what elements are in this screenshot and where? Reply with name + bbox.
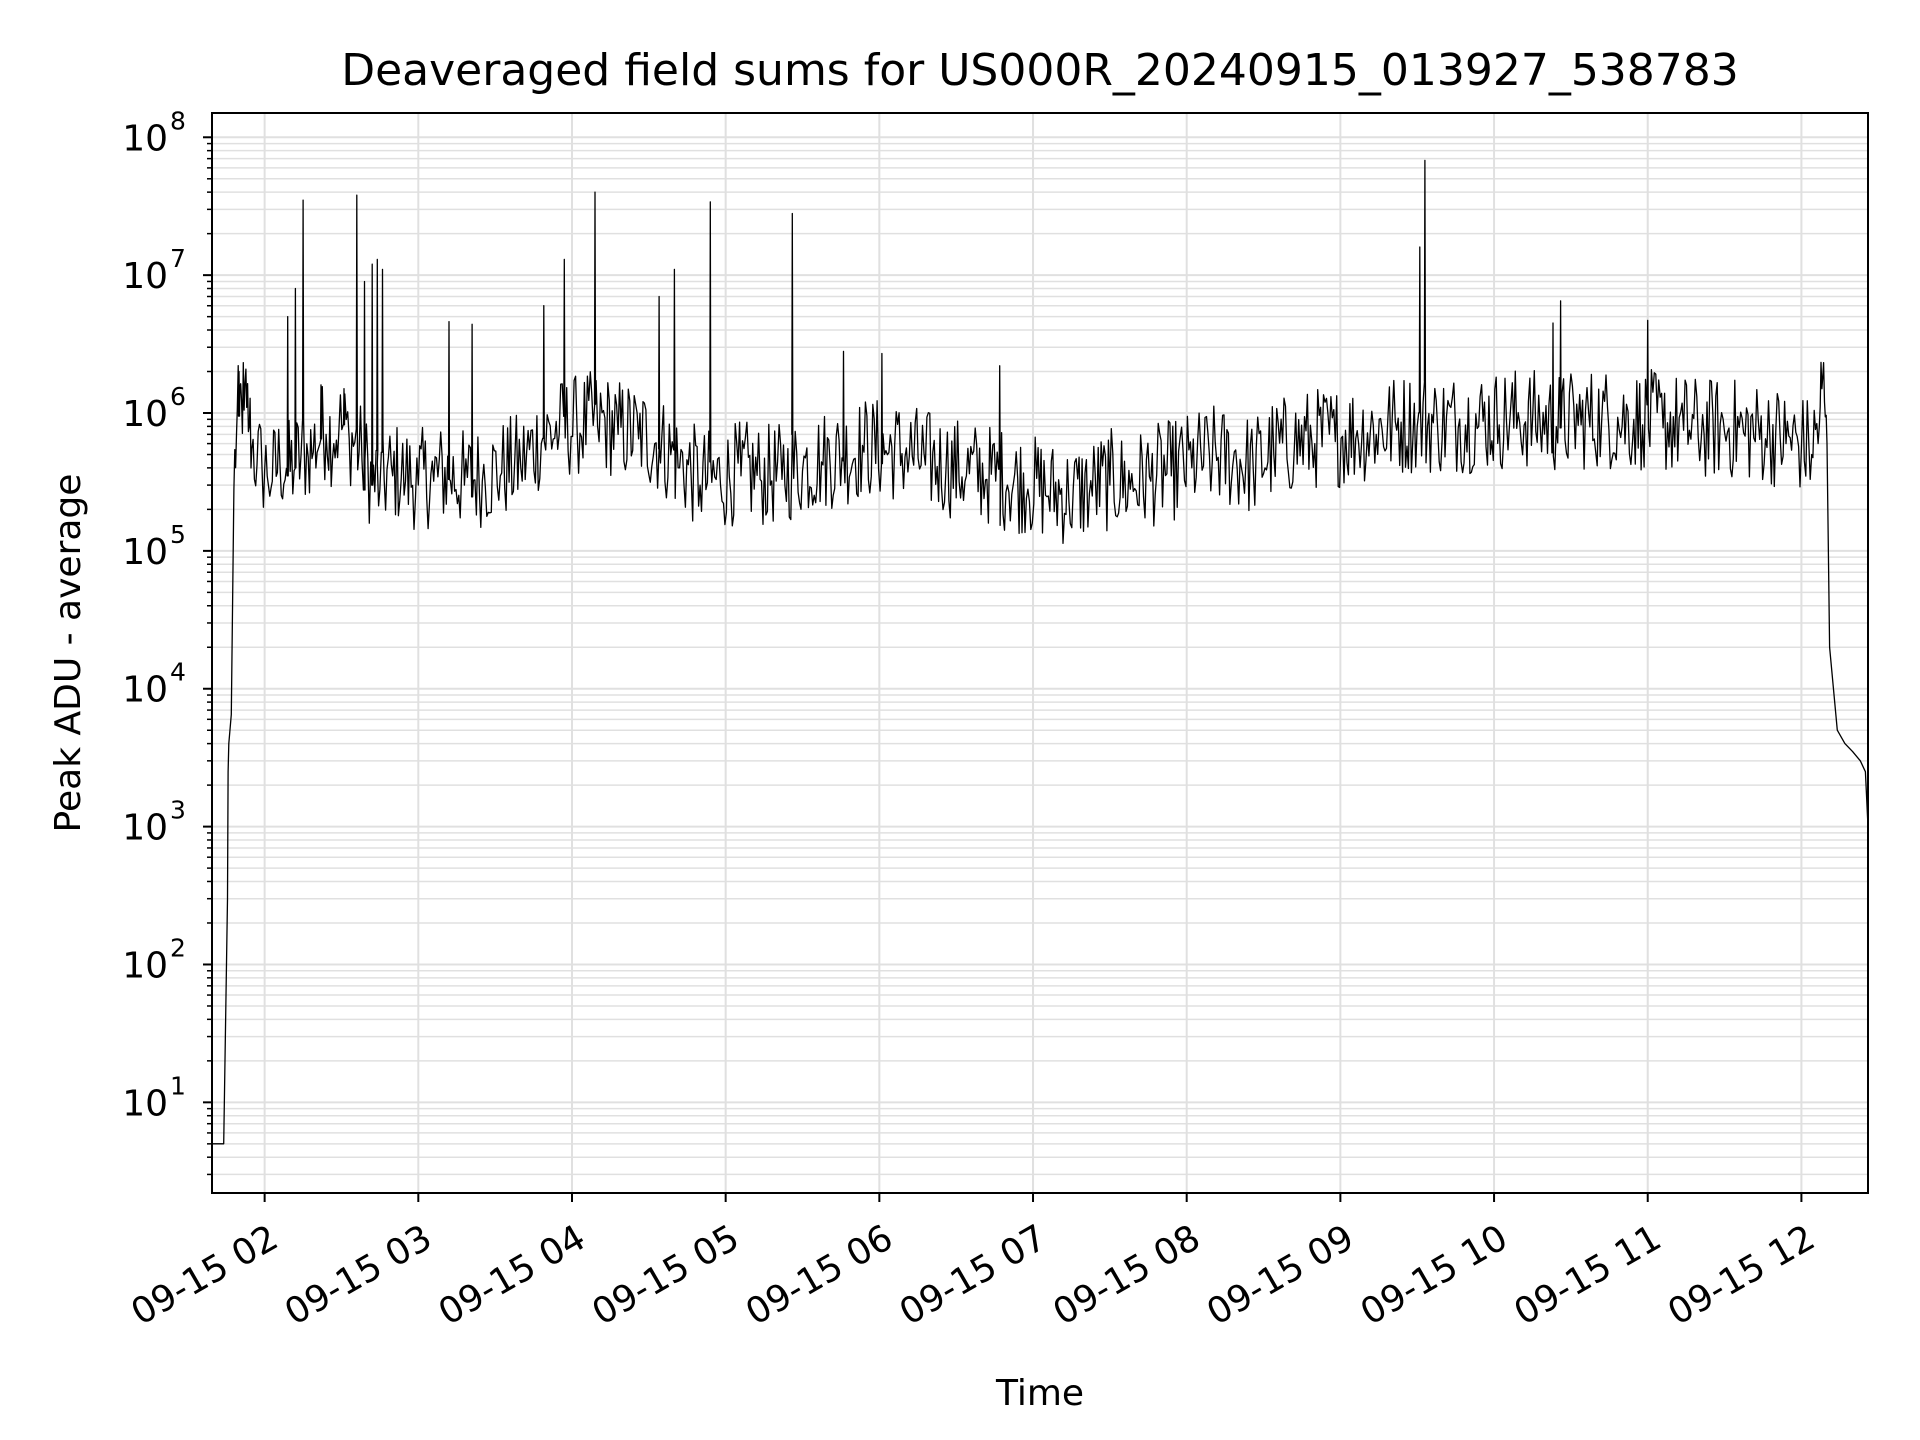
x-axis-label: Time [995,1373,1084,1414]
y-tick-exponent: 3 [170,796,186,825]
y-tick-label: 10 [122,256,168,297]
y-tick-label: 10 [122,118,168,159]
y-tick-label: 10 [122,808,168,849]
y-tick-exponent: 2 [170,933,186,962]
chart-title: Deaveraged field sums for US000R_2024091… [341,45,1739,96]
y-tick-label: 10 [122,1083,168,1124]
y-tick-exponent: 6 [170,382,186,411]
y-tick-exponent: 8 [170,106,186,135]
y-tick-label: 10 [122,945,168,986]
y-axis-label: Peak ADU - average [48,474,89,833]
y-tick-exponent: 4 [170,658,186,687]
y-tick-label: 10 [122,532,168,573]
y-tick-label: 10 [122,670,168,711]
y-tick-exponent: 1 [170,1071,186,1100]
plot-frame [211,112,1869,1194]
plot-area [212,159,1869,1145]
y-tick-exponent: 7 [170,244,186,273]
series-line [212,159,1869,1145]
y-tick-exponent: 5 [170,520,186,549]
y-tick-label: 10 [122,394,168,435]
grid [212,113,1868,1193]
